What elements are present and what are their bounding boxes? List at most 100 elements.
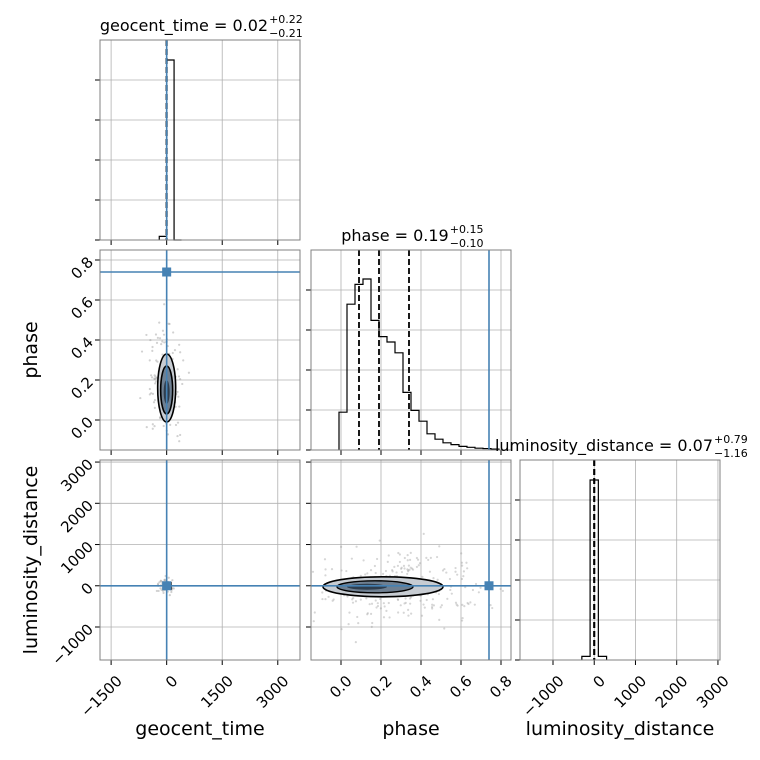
sample-point (479, 586, 482, 589)
sample-point (362, 559, 365, 562)
sample-point (359, 574, 362, 577)
sample-point (149, 374, 153, 377)
sample-point (155, 341, 159, 344)
x-tick-label: 3000 (253, 672, 293, 712)
sample-point (466, 601, 469, 605)
sample-point (422, 603, 425, 606)
sample-point (355, 545, 358, 548)
sample-point (409, 596, 413, 599)
sample-point (169, 423, 172, 427)
sample-point (384, 569, 388, 573)
sample-point (171, 351, 174, 355)
sample-point (417, 564, 420, 567)
sample-point (348, 611, 351, 614)
sample-point (431, 603, 434, 606)
sample-point (463, 605, 466, 608)
sample-point (148, 359, 151, 362)
sample-point (477, 591, 480, 594)
sample-point (416, 558, 420, 561)
sample-point (312, 620, 315, 623)
sample-point (460, 561, 464, 564)
sample-point (398, 553, 401, 556)
sample-point (155, 376, 158, 380)
sample-point (435, 555, 439, 559)
sample-point (176, 368, 179, 371)
sample-point (347, 623, 350, 626)
y-tick-label: 0.4 (67, 333, 97, 363)
density-region (100, 460, 300, 660)
sample-point (396, 564, 400, 567)
sample-point (454, 566, 457, 570)
sample-point (162, 591, 165, 594)
sample-point (406, 559, 409, 562)
x-axis-label-luminosity_distance: luminosity_distance (526, 718, 715, 740)
truth-marker (162, 267, 172, 277)
sample-point (407, 608, 410, 611)
sample-point (408, 558, 412, 561)
sample-point (406, 572, 409, 576)
y-axis-label-luminosity_distance: luminosity_distance (20, 466, 42, 655)
sample-point (432, 577, 435, 580)
sample-point (156, 336, 159, 339)
sample-point (388, 616, 391, 619)
panel-border (99, 39, 301, 241)
sample-point (467, 602, 470, 606)
sample-point (173, 348, 177, 352)
sample-point (172, 331, 175, 334)
sample-point (456, 604, 459, 607)
sample-point (460, 577, 464, 581)
sample-point (179, 351, 182, 354)
sample-point (471, 588, 475, 592)
sample-point (153, 399, 157, 402)
sample-point (346, 595, 349, 598)
sample-point (382, 602, 385, 605)
sample-point (403, 602, 406, 605)
sample-point (408, 597, 412, 600)
contour-core (347, 583, 387, 590)
y-tick-label: 1000 (57, 538, 97, 578)
sample-point (171, 579, 174, 582)
x-tick-label: 3000 (693, 672, 733, 712)
sample-point (391, 570, 394, 573)
sample-point (425, 556, 428, 559)
sample-point (366, 613, 369, 616)
panel-title-phase: phase = 0.19 (341, 226, 448, 245)
panel-title-geocent_time: geocent_time = 0.02 (100, 16, 268, 36)
sample-point (327, 595, 330, 598)
sample-point (167, 322, 170, 325)
sample-point (466, 567, 469, 570)
sample-point (387, 601, 390, 605)
sample-point (148, 387, 151, 391)
sample-point (450, 592, 453, 595)
sample-point (163, 341, 166, 344)
sample-point (181, 382, 184, 386)
sample-point (151, 392, 155, 395)
sample-point (159, 580, 163, 583)
sample-point (437, 592, 440, 596)
x-tick-label: 0 (162, 672, 181, 691)
density-region (311, 460, 511, 660)
panel-border (310, 249, 512, 451)
sample-point (153, 377, 156, 380)
sample-point (368, 603, 371, 606)
sample-point (154, 382, 157, 385)
panel-background (100, 40, 300, 240)
sample-point (370, 625, 373, 629)
sample-point (462, 575, 465, 578)
sample-point (499, 587, 502, 591)
sample-point (159, 417, 162, 420)
sample-point (391, 569, 394, 572)
y-tick-label: 0.2 (67, 373, 97, 403)
sample-point (419, 599, 422, 602)
sample-point (432, 604, 436, 607)
sample-point (364, 573, 367, 576)
sample-point (176, 434, 179, 438)
sample-point (409, 551, 412, 554)
sample-point (410, 612, 413, 615)
sample-point (177, 375, 181, 378)
sample-point (371, 621, 374, 625)
sample-point (156, 360, 159, 363)
sample-point (402, 564, 406, 567)
sample-point (404, 601, 407, 604)
